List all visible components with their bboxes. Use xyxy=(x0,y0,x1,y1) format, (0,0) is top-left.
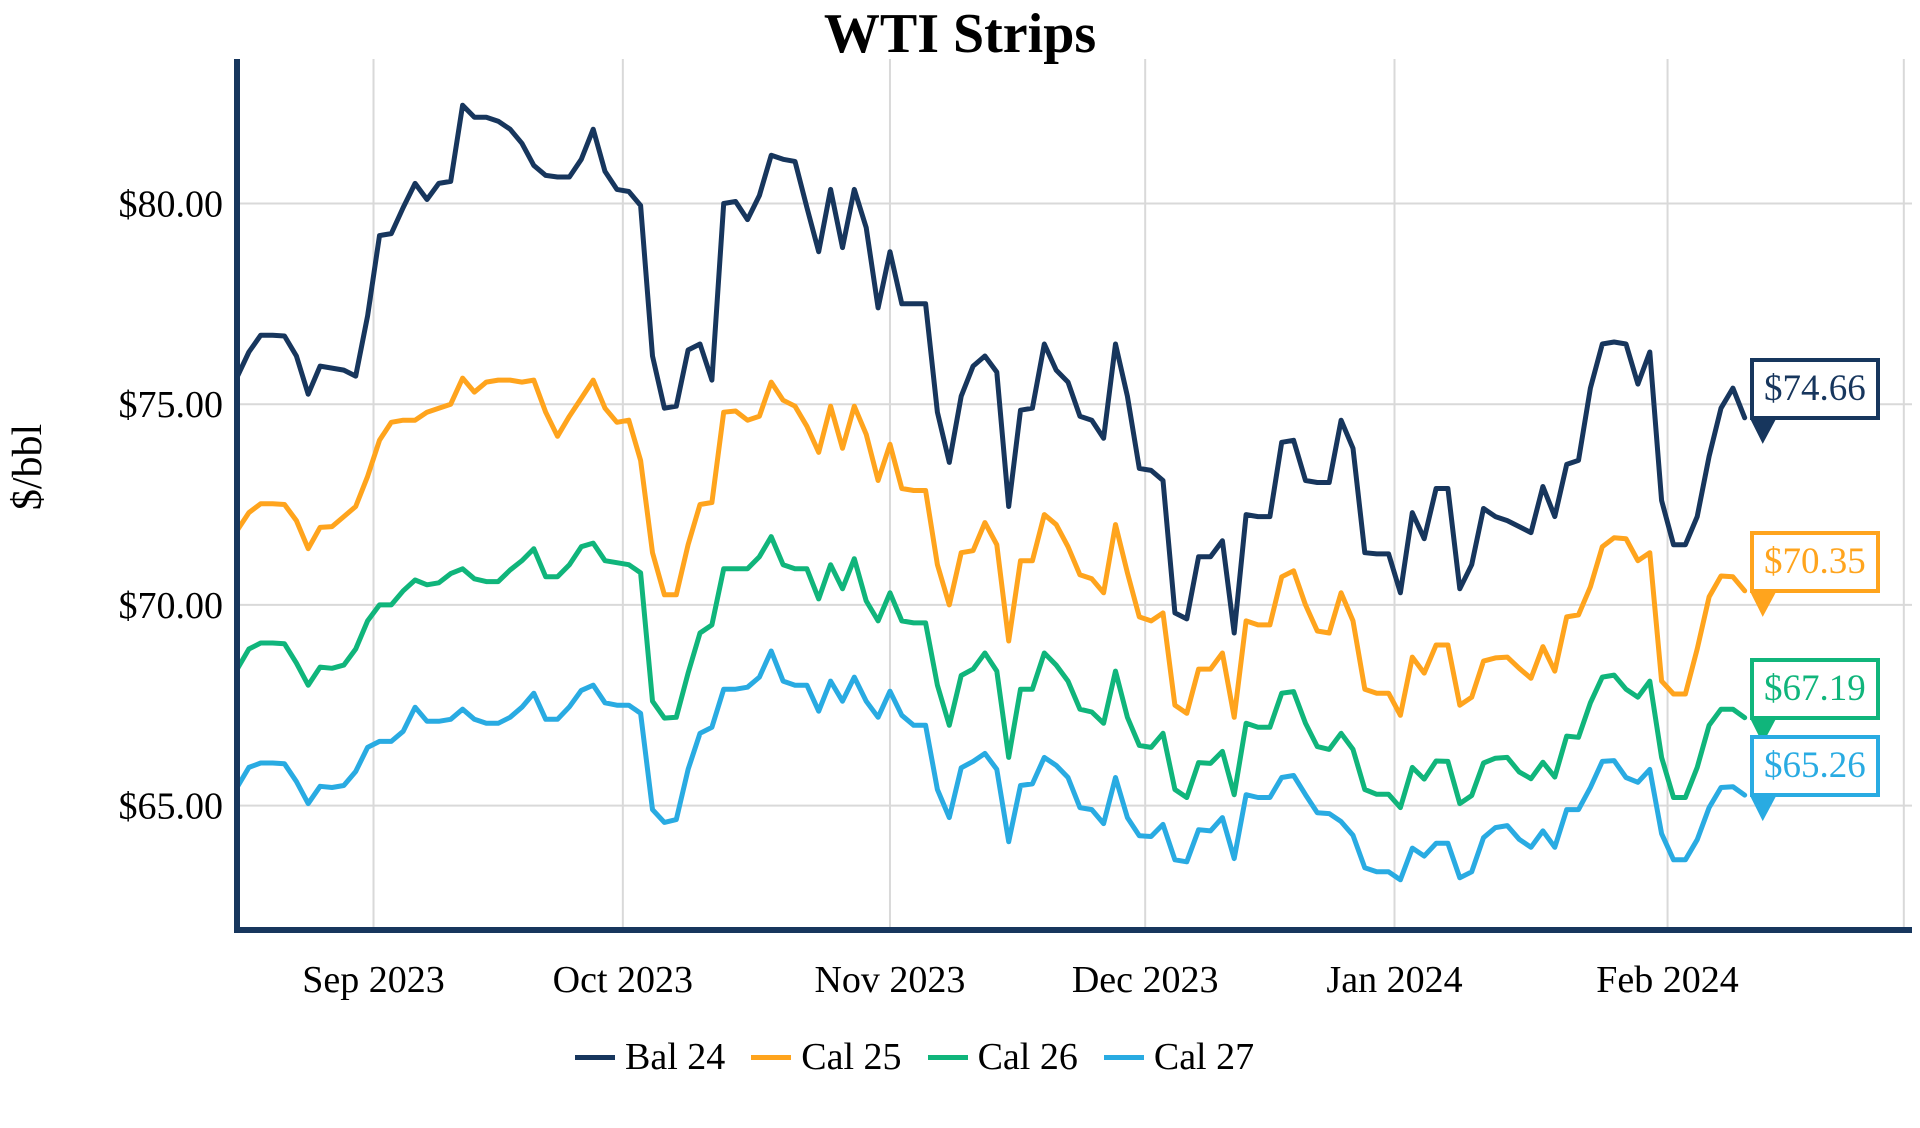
x-tick-label: Sep 2023 xyxy=(302,959,445,1001)
x-tick-label: Nov 2023 xyxy=(814,959,965,1001)
y-tick-label: $65.00 xyxy=(119,786,224,828)
end-value-callout-cal-27: $65.26 xyxy=(1750,735,1880,798)
x-tick-label: Feb 2024 xyxy=(1596,959,1739,1001)
legend-line-swatch xyxy=(575,1054,615,1060)
y-axis-label: $/bbl xyxy=(5,423,51,511)
x-tick-label: Oct 2023 xyxy=(553,959,693,1001)
legend-label: Cal 26 xyxy=(977,1036,1078,1078)
callout-tail xyxy=(1750,586,1779,617)
legend-label: Cal 25 xyxy=(801,1036,902,1078)
legend-item-cal-27: Cal 27 xyxy=(1103,1035,1255,1079)
series-line-cal-26 xyxy=(234,534,1748,811)
x-tick-label: Dec 2023 xyxy=(1072,959,1219,1001)
legend-label: Bal 24 xyxy=(625,1036,726,1078)
chart-title: WTI Strips xyxy=(823,3,1097,65)
legend-line-swatch xyxy=(927,1054,968,1060)
series-line-cal-25 xyxy=(234,375,1748,720)
callout-tail xyxy=(1750,413,1779,444)
legend-label: Cal 27 xyxy=(1153,1036,1255,1078)
end-value-callout-bal-24: $74.66 xyxy=(1750,357,1880,420)
y-tick-label: $70.00 xyxy=(119,585,224,627)
y-tick-label: $75.00 xyxy=(119,384,224,426)
callout-tail xyxy=(1750,791,1779,822)
end-value-callout-cal-26: $67.19 xyxy=(1750,657,1880,720)
legend-line-swatch xyxy=(751,1054,792,1060)
series-line-bal-24 xyxy=(234,102,1748,636)
legend: Bal 24 Cal 25 Cal 26 Cal 27 xyxy=(575,1035,1254,1079)
y-tick-label: $80.00 xyxy=(119,183,224,225)
legend-item-bal-24: Bal 24 xyxy=(575,1035,725,1079)
x-tick-label: Jan 2024 xyxy=(1326,959,1462,1001)
legend-item-cal-26: Cal 26 xyxy=(927,1035,1078,1079)
legend-line-swatch xyxy=(1103,1054,1144,1060)
legend-item-cal-25: Cal 25 xyxy=(751,1035,902,1079)
series-line-cal-27 xyxy=(234,648,1748,883)
callout-tail xyxy=(1750,713,1779,744)
end-value-callout-cal-25: $70.35 xyxy=(1750,530,1880,593)
